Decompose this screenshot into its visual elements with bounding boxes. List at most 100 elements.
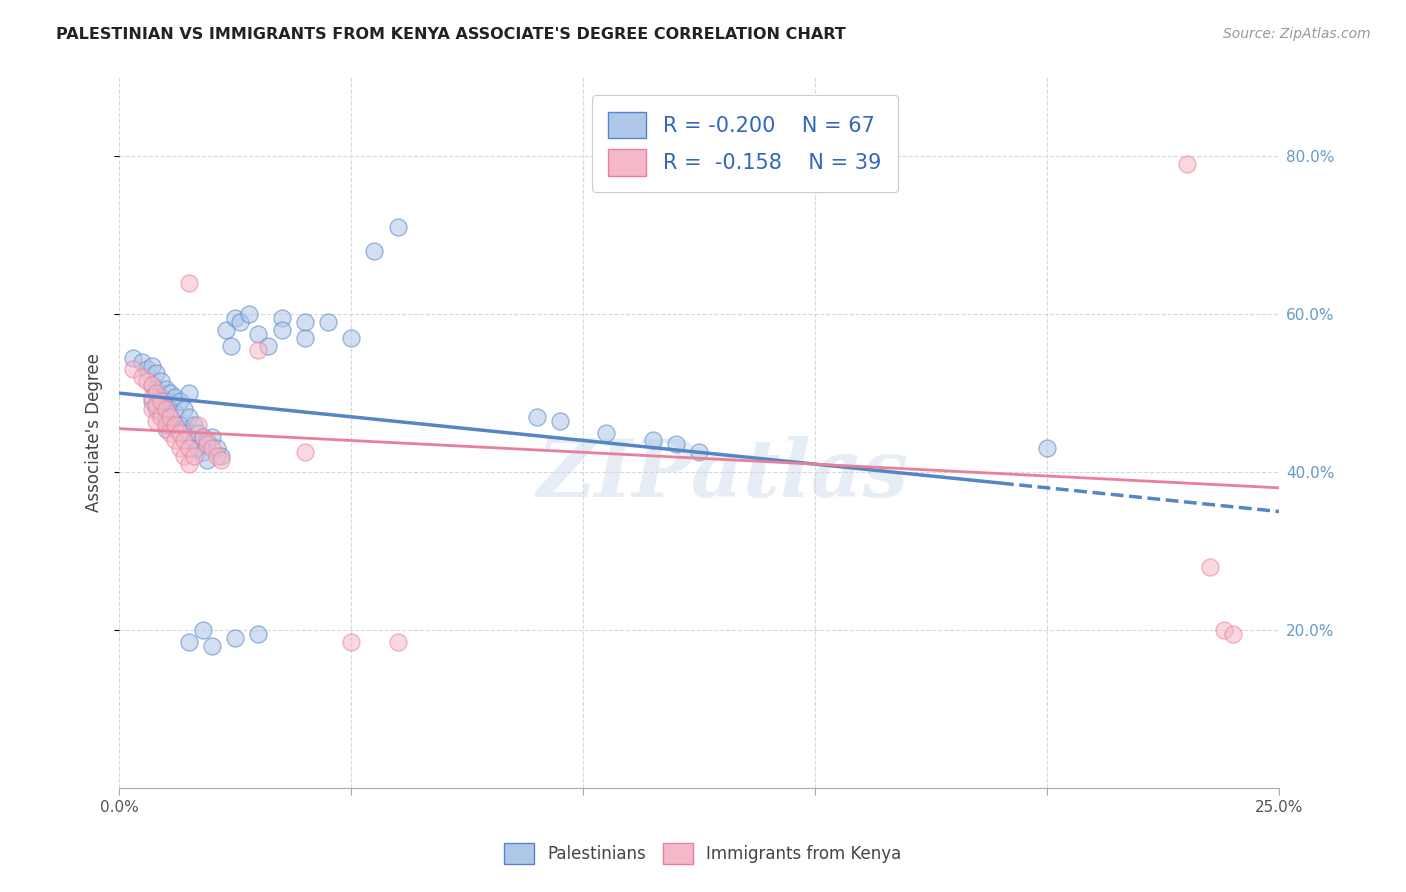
Point xyxy=(163,417,186,432)
Point xyxy=(191,429,214,443)
Point xyxy=(145,382,167,396)
Y-axis label: Associate's Degree: Associate's Degree xyxy=(86,353,103,512)
Point xyxy=(641,434,664,448)
Point xyxy=(363,244,385,258)
Point xyxy=(294,315,316,329)
Point xyxy=(205,450,228,464)
Point xyxy=(159,417,181,432)
Point xyxy=(183,417,205,432)
Point xyxy=(187,442,209,456)
Point xyxy=(548,414,571,428)
Point xyxy=(256,339,278,353)
Point xyxy=(150,390,173,404)
Point xyxy=(191,623,214,637)
Point xyxy=(173,434,195,448)
Point xyxy=(155,409,177,424)
Point xyxy=(247,343,270,357)
Point xyxy=(247,326,270,341)
Point xyxy=(270,323,292,337)
Point xyxy=(201,639,224,653)
Point xyxy=(224,631,246,645)
Point xyxy=(136,374,159,388)
Point xyxy=(141,401,163,416)
Point xyxy=(191,445,214,459)
Point xyxy=(187,417,209,432)
Point xyxy=(665,437,688,451)
Point xyxy=(173,401,195,416)
Point xyxy=(163,406,186,420)
Point xyxy=(122,362,145,376)
Point xyxy=(526,409,548,424)
Point xyxy=(201,429,224,443)
Point xyxy=(205,442,228,456)
Point xyxy=(131,354,153,368)
Point xyxy=(141,378,163,392)
Point xyxy=(131,370,153,384)
Point xyxy=(155,417,177,432)
Point xyxy=(169,417,191,432)
Text: PALESTINIAN VS IMMIGRANTS FROM KENYA ASSOCIATE'S DEGREE CORRELATION CHART: PALESTINIAN VS IMMIGRANTS FROM KENYA ASS… xyxy=(56,27,846,42)
Point xyxy=(163,422,186,436)
Point xyxy=(159,386,181,401)
Point xyxy=(183,450,205,464)
Point xyxy=(145,401,167,416)
Point xyxy=(294,331,316,345)
Point xyxy=(688,445,710,459)
Point xyxy=(1175,157,1198,171)
Point xyxy=(294,445,316,459)
Point xyxy=(197,434,219,448)
Point xyxy=(340,634,363,648)
Point xyxy=(136,362,159,376)
Point xyxy=(197,437,219,451)
Point xyxy=(219,339,242,353)
Point xyxy=(209,453,232,467)
Point xyxy=(145,367,167,381)
Point xyxy=(155,422,177,436)
Point xyxy=(155,382,177,396)
Point xyxy=(169,442,191,456)
Point xyxy=(155,394,177,409)
Point xyxy=(163,390,186,404)
Text: ZIPatlas: ZIPatlas xyxy=(537,436,908,514)
Point xyxy=(141,394,163,409)
Point xyxy=(270,311,292,326)
Point xyxy=(141,390,163,404)
Point xyxy=(197,453,219,467)
Point xyxy=(159,409,181,424)
Point xyxy=(387,220,409,235)
Point xyxy=(1222,627,1244,641)
Point xyxy=(247,627,270,641)
Point xyxy=(177,442,200,456)
Point xyxy=(122,351,145,365)
Point xyxy=(209,450,232,464)
Point xyxy=(155,401,177,416)
Legend: R = -0.200    N = 67, R =  -0.158    N = 39: R = -0.200 N = 67, R = -0.158 N = 39 xyxy=(592,95,897,193)
Point xyxy=(201,442,224,456)
Point xyxy=(177,276,200,290)
Point xyxy=(387,634,409,648)
Point xyxy=(183,434,205,448)
Point xyxy=(215,323,238,337)
Point xyxy=(145,414,167,428)
Point xyxy=(177,634,200,648)
Point xyxy=(177,386,200,401)
Point xyxy=(224,311,246,326)
Point xyxy=(173,422,195,436)
Legend: Palestinians, Immigrants from Kenya: Palestinians, Immigrants from Kenya xyxy=(498,837,908,871)
Point xyxy=(340,331,363,345)
Point xyxy=(141,359,163,373)
Point xyxy=(1198,559,1220,574)
Point xyxy=(163,434,186,448)
Point xyxy=(229,315,252,329)
Point xyxy=(1212,623,1234,637)
Point xyxy=(150,406,173,420)
Point xyxy=(316,315,339,329)
Point xyxy=(150,374,173,388)
Point xyxy=(595,425,617,440)
Point xyxy=(141,378,163,392)
Point xyxy=(159,401,181,416)
Point xyxy=(169,425,191,440)
Point xyxy=(1036,442,1059,456)
Point xyxy=(173,450,195,464)
Point xyxy=(177,409,200,424)
